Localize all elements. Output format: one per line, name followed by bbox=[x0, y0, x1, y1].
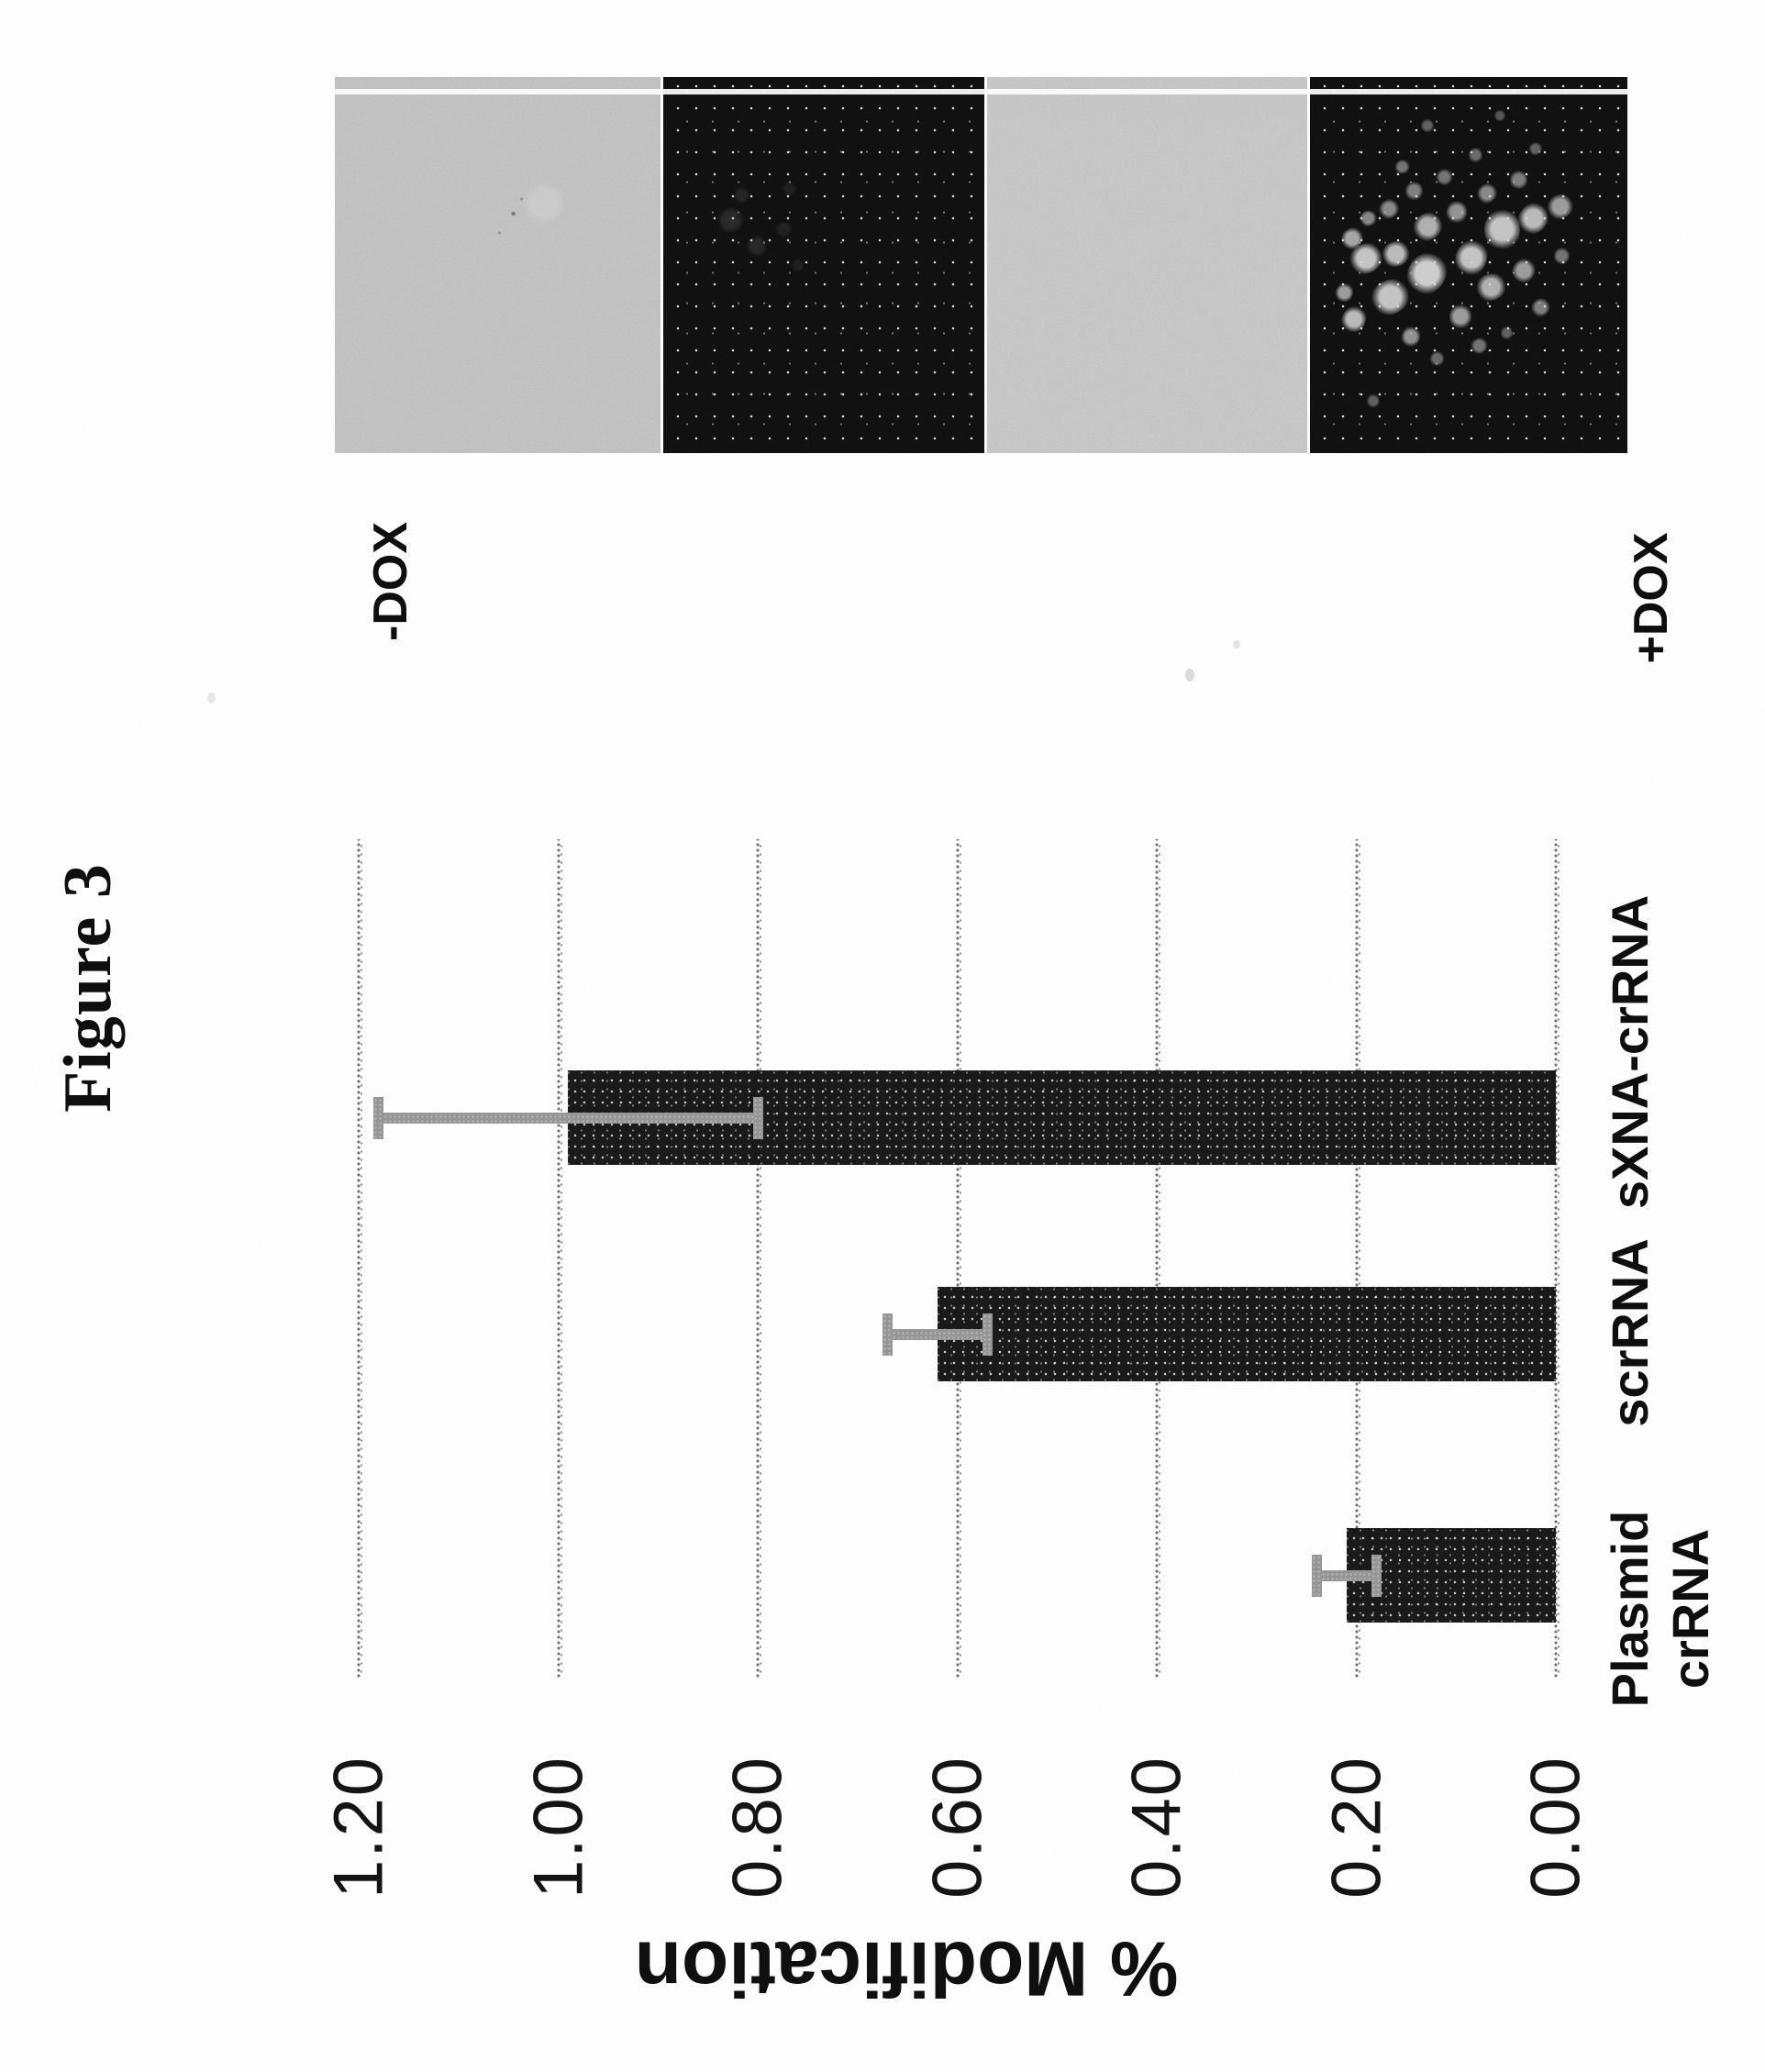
error-stem-scrRNA bbox=[887, 1329, 988, 1340]
error-cap-top-sXNA-crRNA bbox=[373, 1097, 384, 1139]
cell-blob bbox=[778, 179, 800, 200]
error-cap-top-scrRNA bbox=[882, 1313, 893, 1356]
y-tick-1.00: 1.00 bbox=[519, 1756, 597, 1899]
cell-blob bbox=[740, 229, 773, 261]
label-plus-dox: +DOX bbox=[1625, 532, 1678, 664]
cell-blob bbox=[1468, 335, 1492, 358]
cell-blob bbox=[1482, 205, 1524, 252]
cell-blob bbox=[1404, 181, 1423, 202]
y-tick-0.80: 0.80 bbox=[718, 1756, 797, 1899]
cell-blob bbox=[1509, 169, 1527, 191]
y-tick-0.20: 0.20 bbox=[1317, 1756, 1395, 1899]
y-tick-1.20: 1.20 bbox=[319, 1756, 398, 1899]
label-minus-dox: -DOX bbox=[364, 522, 417, 641]
cell-blob bbox=[1393, 157, 1414, 176]
category-label-scrRNA: scrRNA bbox=[1601, 1238, 1659, 1427]
cell-blob bbox=[1446, 300, 1475, 332]
cell-blob bbox=[1397, 322, 1426, 351]
cell-blob bbox=[1433, 164, 1457, 189]
cell-blob bbox=[773, 221, 794, 238]
gridline-0.60 bbox=[953, 839, 961, 1679]
cell-blob bbox=[1421, 118, 1434, 134]
gridline-1.00 bbox=[554, 839, 562, 1679]
cell-blob bbox=[711, 202, 749, 238]
cell-blob bbox=[1473, 180, 1503, 208]
y-tick-0.00: 0.00 bbox=[1516, 1756, 1595, 1899]
cell-blob bbox=[1526, 139, 1545, 158]
error-cap-top-Plasmid crRNA bbox=[1311, 1555, 1322, 1597]
micrograph-column bbox=[335, 77, 1627, 453]
y-tick-0.60: 0.60 bbox=[918, 1756, 996, 1899]
cell-blob bbox=[1336, 301, 1371, 338]
error-stem-Plasmid crRNA bbox=[1316, 1570, 1377, 1581]
cell-blob bbox=[1374, 194, 1404, 223]
error-cap-bottom-scrRNA bbox=[982, 1313, 993, 1356]
cell-blob bbox=[1500, 326, 1514, 340]
gridline-0.80 bbox=[754, 839, 761, 1679]
error-stem-sXNA-crRNA bbox=[378, 1113, 758, 1124]
cell-blob bbox=[1378, 238, 1413, 270]
category-label-sXNA-crRNA: sXNA-crRNA bbox=[1601, 894, 1659, 1210]
cell-blob bbox=[1551, 244, 1573, 268]
micrograph-fluorescence-minus-dox bbox=[663, 77, 984, 453]
cell-blob bbox=[1468, 147, 1483, 164]
cell-blob bbox=[1527, 294, 1554, 321]
micrograph-fluorescence-plus-dox bbox=[1310, 77, 1627, 453]
cell-blob bbox=[1407, 207, 1449, 247]
error-cap-bottom-Plasmid crRNA bbox=[1371, 1555, 1382, 1597]
scan-artifact-line bbox=[335, 89, 1627, 94]
gridline-1.20 bbox=[355, 839, 362, 1679]
cell-blob bbox=[1492, 107, 1507, 124]
gridline-0.40 bbox=[1153, 839, 1160, 1679]
cell-blob bbox=[730, 183, 753, 207]
scan-speck bbox=[207, 693, 216, 704]
bar-chart: % Modification 0.00 0.20 0.40 0.60 0.80 1.00 1… bbox=[0, 458, 1765, 2072]
cell-blob bbox=[1365, 392, 1382, 410]
cell-blob bbox=[1443, 197, 1470, 227]
y-tick-0.40: 0.40 bbox=[1117, 1756, 1196, 1899]
cell-blob bbox=[1473, 271, 1509, 303]
cell-blob bbox=[1427, 348, 1448, 370]
cell-blob bbox=[1330, 279, 1358, 306]
scan-speck bbox=[1233, 640, 1240, 648]
bar-scrRNA bbox=[937, 1287, 1556, 1382]
micrograph-brightfield-minus-dox bbox=[335, 77, 660, 453]
error-cap-bottom-sXNA-crRNA bbox=[752, 1097, 763, 1139]
y-axis-title: % Modification bbox=[634, 1925, 1179, 2012]
cell-blob bbox=[1507, 254, 1541, 288]
cell-blob bbox=[791, 257, 805, 273]
scan-speck bbox=[1185, 669, 1194, 681]
micrograph-brightfield-plus-dox bbox=[987, 77, 1307, 453]
category-label-Plasmid crRNA: Plasmid crRNA bbox=[1601, 1510, 1719, 1708]
cell-blob bbox=[1358, 209, 1379, 227]
